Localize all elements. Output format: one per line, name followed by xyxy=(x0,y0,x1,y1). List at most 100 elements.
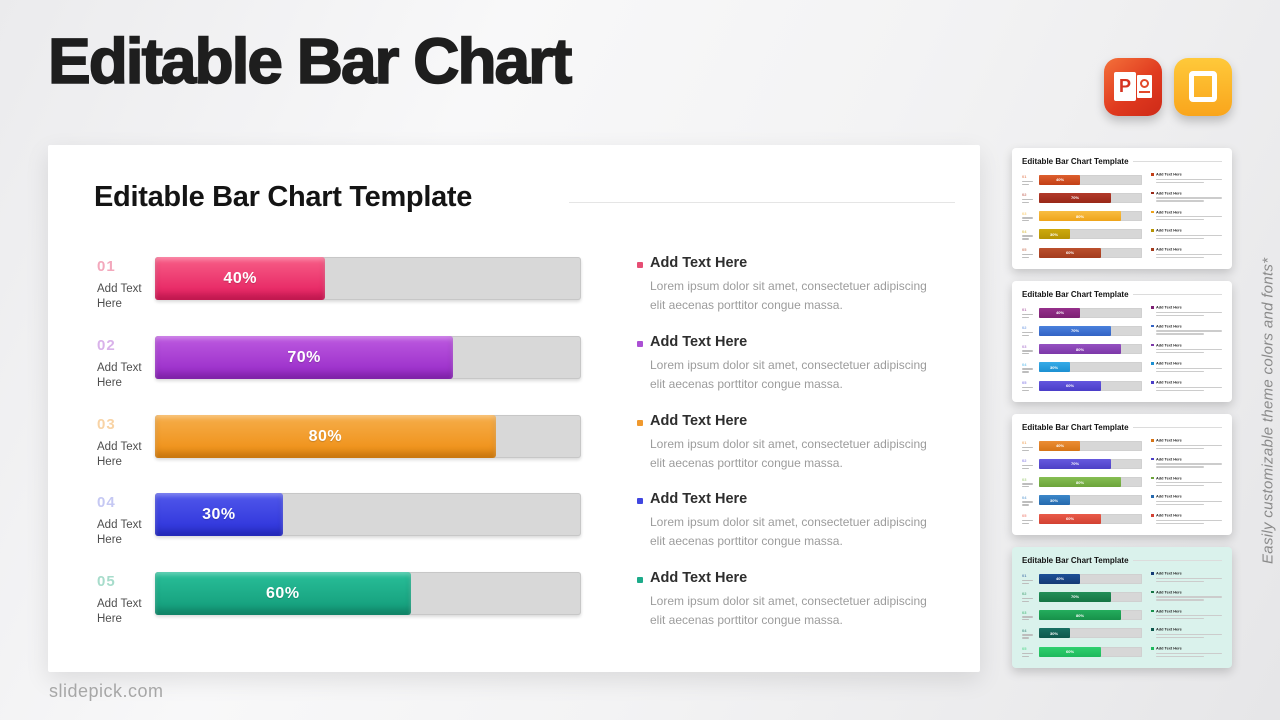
thumb-bullet-icon xyxy=(1151,191,1154,195)
thumb-bar-value: 70% xyxy=(1071,594,1080,600)
thumb-bar-fill: 60% xyxy=(1039,380,1101,391)
thumb-title-divider xyxy=(1132,294,1222,295)
thumb-bar-fill: 30% xyxy=(1039,362,1070,373)
thumb-bar-fill: 80% xyxy=(1039,211,1122,221)
row-number: 03 xyxy=(97,416,116,433)
thumb-bar-fill: 70% xyxy=(1039,192,1112,203)
thumb-bar-row: 05 60% xyxy=(1022,644,1142,659)
thumb-title: Editable Bar Chart Template xyxy=(1022,290,1129,299)
chart-row-4: 04 Add Text Here 30% Add Text Here Lorem… xyxy=(48,491,980,548)
bar-track: 70% xyxy=(155,336,581,379)
thumb-bar-row: 01 40% xyxy=(1022,438,1142,453)
thumb-bullet-icon xyxy=(1151,476,1154,479)
thumb-bar-row: 04 30% xyxy=(1022,360,1142,375)
thumb-bar-value: 30% xyxy=(1050,365,1059,370)
thumb-title: Editable Bar Chart Template xyxy=(1022,157,1129,166)
thumb-bar-row: 02 70% xyxy=(1022,323,1142,338)
thumb-bar-track: 60% xyxy=(1039,247,1142,258)
thumb-bar-fill: 70% xyxy=(1039,325,1112,336)
row-number: 04 xyxy=(97,494,116,511)
bar-track: 40% xyxy=(155,257,581,300)
bar-track: 80% xyxy=(155,415,581,458)
thumbnail-slide-4[interactable]: Editable Bar Chart Template 01 40% 02 70… xyxy=(1012,547,1232,668)
title-divider xyxy=(569,202,955,203)
row-label: Add Text Here xyxy=(97,519,142,546)
thumb-bar-value: 40% xyxy=(1055,177,1064,182)
thumb-bullet-icon xyxy=(1151,609,1154,612)
bullet-icon xyxy=(637,341,643,347)
thumb-bar-value: 40% xyxy=(1055,310,1064,315)
bar-fill: 80% xyxy=(155,415,496,458)
thumb-bar-row: 03 80% xyxy=(1022,209,1142,224)
powerpoint-icon[interactable]: P xyxy=(1104,58,1162,116)
thumb-row-number: 03 xyxy=(1022,609,1027,615)
thumb-bar-track: 60% xyxy=(1039,646,1142,657)
thumb-row-number: 04 xyxy=(1022,495,1027,500)
thumb-bar-row: 03 80% xyxy=(1022,608,1142,623)
item-body: Lorem ipsum dolor sit amet, consectetuer… xyxy=(650,279,927,312)
thumb-text-item: Add Text Here xyxy=(1151,380,1222,393)
thumb-text-item: Add Text Here xyxy=(1151,627,1222,640)
item-heading: Add Text Here xyxy=(650,334,748,350)
thumbnail-slide-2[interactable]: Editable Bar Chart Template 01 40% 02 70… xyxy=(1012,281,1232,402)
thumb-text-item: Add Text Here xyxy=(1151,457,1222,470)
item-body: Lorem ipsum dolor sit amet, consectetuer… xyxy=(650,515,927,548)
thumb-bar-track: 80% xyxy=(1039,211,1142,221)
thumb-text-column: Add Text Here Add Text Here Add Text Her… xyxy=(1142,172,1222,260)
thumb-bar-value: 80% xyxy=(1076,346,1085,352)
thumb-row-number: 03 xyxy=(1022,210,1027,216)
thumb-bullet-icon xyxy=(1151,514,1154,517)
thumb-header: Editable Bar Chart Template xyxy=(1022,290,1222,299)
thumb-text-item: Add Text Here xyxy=(1151,172,1222,185)
thumb-item-heading: Add Text Here xyxy=(1156,494,1182,499)
thumb-header: Editable Bar Chart Template xyxy=(1022,423,1222,432)
thumb-item-heading: Add Text Here xyxy=(1156,361,1182,366)
thumb-row-number: 05 xyxy=(1022,646,1027,651)
thumb-bullet-icon xyxy=(1151,324,1154,328)
thumb-bar-row: 01 40% xyxy=(1022,571,1142,586)
thumb-row-number: 02 xyxy=(1022,192,1027,198)
thumb-row-number: 01 xyxy=(1022,440,1027,445)
thumb-bullet-icon xyxy=(1151,647,1154,650)
google-slides-icon[interactable] xyxy=(1174,58,1232,116)
bar-fill: 40% xyxy=(155,257,326,300)
thumb-bar-row: 04 30% xyxy=(1022,626,1142,641)
item-heading: Add Text Here xyxy=(650,491,748,507)
thumb-bar-value: 30% xyxy=(1050,232,1059,237)
thumb-title: Editable Bar Chart Template xyxy=(1022,556,1129,565)
thumb-bar-fill: 70% xyxy=(1039,458,1112,469)
thumb-row-number: 04 xyxy=(1022,229,1027,234)
slide-title: Editable Bar Chart Template xyxy=(94,181,473,213)
row-number-block: 01 Add Text Here xyxy=(97,258,153,312)
thumb-bar-track: 60% xyxy=(1039,380,1142,391)
thumb-chart: 01 40% 02 70% 03 80% 04 30% 05 60% xyxy=(1022,438,1142,526)
thumb-bar-fill: 30% xyxy=(1039,628,1070,639)
thumbnail-slide-1[interactable]: Editable Bar Chart Template 01 40% 02 70… xyxy=(1012,148,1232,269)
thumb-bar-value: 60% xyxy=(1065,516,1074,521)
watermark-link[interactable]: slidepick.com xyxy=(49,681,164,701)
thumb-bar-track: 70% xyxy=(1039,458,1142,469)
thumb-item-heading: Add Text Here xyxy=(1156,589,1182,595)
thumb-item-heading: Add Text Here xyxy=(1156,627,1182,632)
thumb-bar-fill: 30% xyxy=(1039,229,1070,240)
bar-value-label: 70% xyxy=(287,348,321,366)
bullet-icon xyxy=(637,577,643,583)
row-number-block: 04 Add Text Here xyxy=(97,494,153,548)
bar-fill: 60% xyxy=(155,572,411,615)
thumb-row-number: 01 xyxy=(1022,307,1027,312)
thumbnail-slide-3[interactable]: Editable Bar Chart Template 01 40% 02 70… xyxy=(1012,414,1232,535)
thumb-bar-fill: 80% xyxy=(1039,610,1122,620)
bar-track: 30% xyxy=(155,493,581,536)
thumb-bar-track: 30% xyxy=(1039,362,1142,373)
text-item: Add Text Here Lorem ipsum dolor sit amet… xyxy=(637,413,957,472)
row-number-block: 02 Add Text Here xyxy=(97,337,153,391)
thumb-bar-track: 40% xyxy=(1039,174,1142,185)
bullet-icon xyxy=(637,262,643,268)
thumb-chart: 01 40% 02 70% 03 80% 04 30% 05 60% xyxy=(1022,305,1142,393)
bullet-icon xyxy=(637,420,643,426)
thumb-bar-track: 40% xyxy=(1039,573,1142,584)
thumb-bar-fill: 80% xyxy=(1039,477,1122,487)
thumb-row-number: 04 xyxy=(1022,362,1027,367)
thumb-bar-track: 70% xyxy=(1039,192,1142,203)
thumb-bar-row: 03 80% xyxy=(1022,342,1142,357)
